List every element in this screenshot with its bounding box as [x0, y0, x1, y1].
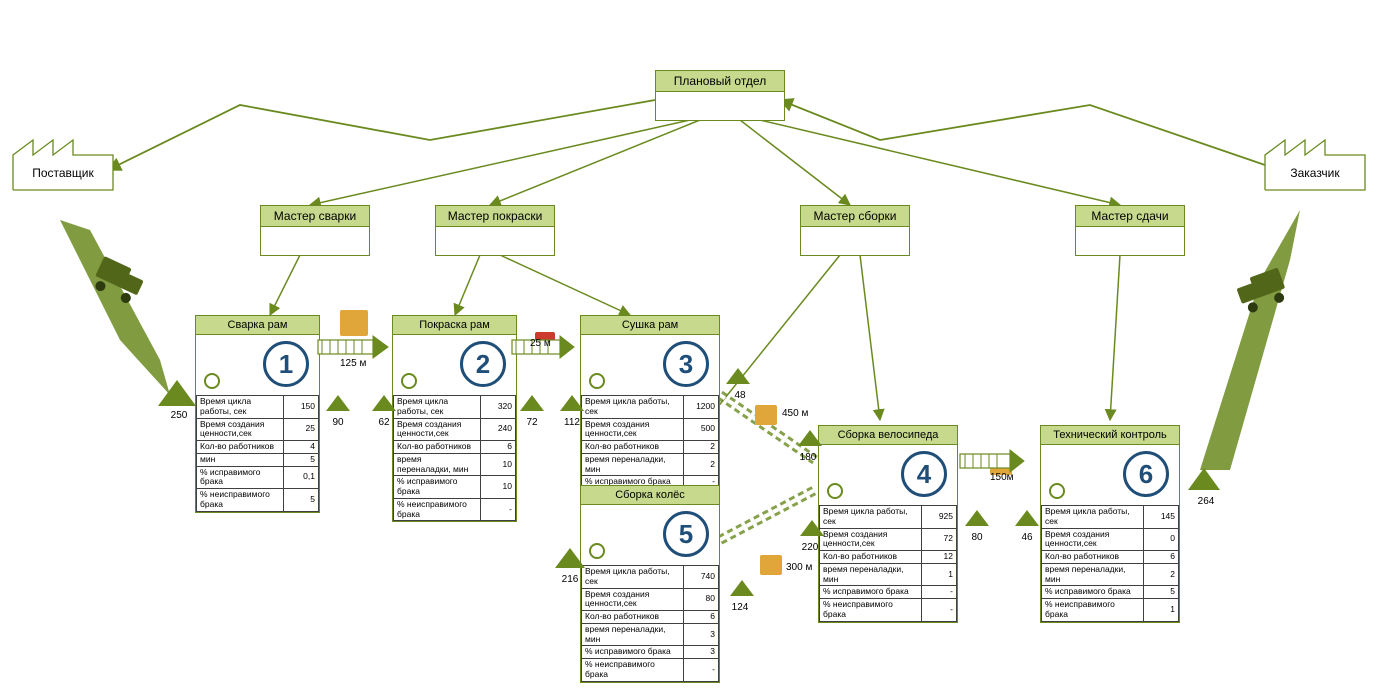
inventory-triangle: 90	[326, 395, 350, 411]
inventory-triangle: 46	[1015, 510, 1039, 526]
process-metrics-table: Время цикла работы, сек150Время создания…	[196, 395, 319, 512]
master-painting-label: Мастер покраски	[436, 206, 554, 227]
distance-label: 150м	[990, 472, 1014, 483]
inventory-qty: 62	[364, 417, 404, 428]
distance-label: 25 м	[530, 338, 551, 349]
forklift-icon	[760, 555, 782, 575]
process-number: 5	[663, 511, 709, 557]
inventory-qty: 72	[512, 417, 552, 428]
master-delivery-box: Мастер сдачи	[1075, 205, 1185, 256]
master-assembly-label: Мастер сборки	[801, 206, 909, 227]
inventory-qty: 220	[790, 542, 830, 553]
process-number: 3	[663, 341, 709, 387]
distance-label: 125 м	[340, 358, 366, 369]
master-painting-box: Мастер покраски	[435, 205, 555, 256]
inventory-qty: 250	[159, 410, 199, 421]
customer-factory: Заказчик	[1260, 130, 1370, 205]
inventory-qty: 48	[720, 390, 760, 401]
inventory-triangle: 250	[158, 380, 196, 406]
inventory-qty: 264	[1186, 496, 1226, 507]
inventory-triangle: 62	[372, 395, 396, 411]
process-5: Сборка колёс 5 Время цикла работы, сек740В…	[580, 485, 720, 683]
inventory-qty: 90	[318, 417, 358, 428]
planning-dept-box: Плановый отдел	[655, 70, 785, 121]
operator-icon	[401, 373, 417, 389]
vsm-canvas: Плановый отдел Поставщик Заказчик Мастер…	[0, 0, 1400, 700]
process-metrics-table: Время цикла работы, сек925Время создания…	[819, 505, 957, 622]
process-2: Покраска рам 2 Время цикла работы, сек320В…	[392, 315, 517, 522]
operator-icon	[1049, 483, 1065, 499]
process-number: 1	[263, 341, 309, 387]
inventory-qty: 112	[552, 417, 592, 428]
inventory-triangle: 220	[800, 520, 824, 536]
master-assembly-box: Мастер сборки	[800, 205, 910, 256]
operator-icon	[204, 373, 220, 389]
process-metrics-table: Время цикла работы, сек145Время создания…	[1041, 505, 1179, 622]
supplier-label: Поставщик	[13, 166, 113, 180]
inventory-triangle: 124	[730, 580, 754, 596]
inventory-qty: 46	[1007, 532, 1047, 543]
inventory-qty: 80	[957, 532, 997, 543]
process-title: Покраска рам	[393, 316, 516, 335]
process-1: Сварка рам 1 Время цикла работы, сек150Вре…	[195, 315, 320, 513]
operator-icon	[589, 543, 605, 559]
inventory-qty: 124	[720, 602, 760, 613]
operator-icon	[589, 373, 605, 389]
inventory-triangle: 80	[965, 510, 989, 526]
process-title: Сушка рам	[581, 316, 719, 335]
customer-label: Заказчик	[1265, 166, 1365, 180]
process-3: Сушка рам3Время цикла работы, сек1200Вре…	[580, 315, 720, 513]
inventory-triangle: 216	[555, 548, 585, 568]
inventory-qty: 180	[788, 452, 828, 463]
inventory-qty: 216	[550, 574, 590, 585]
process-title: Сборка колёс	[581, 486, 719, 505]
process-6: Технический контроль 6 Время цикла работы,…	[1040, 425, 1180, 623]
inventory-triangle: 72	[520, 395, 544, 411]
forklift-icon	[340, 310, 368, 336]
operator-icon	[827, 483, 843, 499]
inventory-triangle: 180	[798, 430, 822, 446]
process-metrics-table: Время цикла работы, сек320Время создания…	[393, 395, 516, 521]
process-4: Сборка велосипеда 4 Время цикла работы, се…	[818, 425, 958, 623]
process-number: 4	[901, 451, 947, 497]
process-metrics-table: Время цикла работы, сек740Время создания…	[581, 565, 719, 682]
forklift-icon	[755, 405, 777, 425]
planning-dept-label: Плановый отдел	[656, 71, 784, 92]
truck-out-icon	[1231, 267, 1290, 316]
inventory-triangle: 48	[726, 368, 750, 384]
truck-in-icon	[90, 256, 150, 308]
process-title: Сварка рам	[196, 316, 319, 335]
master-delivery-label: Мастер сдачи	[1076, 206, 1184, 227]
distance-label: 450 м	[782, 408, 808, 419]
process-title: Сборка велосипеда	[819, 426, 957, 445]
master-welding-box: Мастер сварки	[260, 205, 370, 256]
inventory-triangle: 264	[1188, 468, 1220, 490]
process-title: Технический контроль	[1041, 426, 1179, 445]
master-welding-label: Мастер сварки	[261, 206, 369, 227]
distance-label: 300 м	[786, 562, 812, 573]
supplier-factory: Поставщик	[8, 130, 118, 205]
process-number: 2	[460, 341, 506, 387]
process-number: 6	[1123, 451, 1169, 497]
inventory-triangle: 112	[560, 395, 584, 411]
